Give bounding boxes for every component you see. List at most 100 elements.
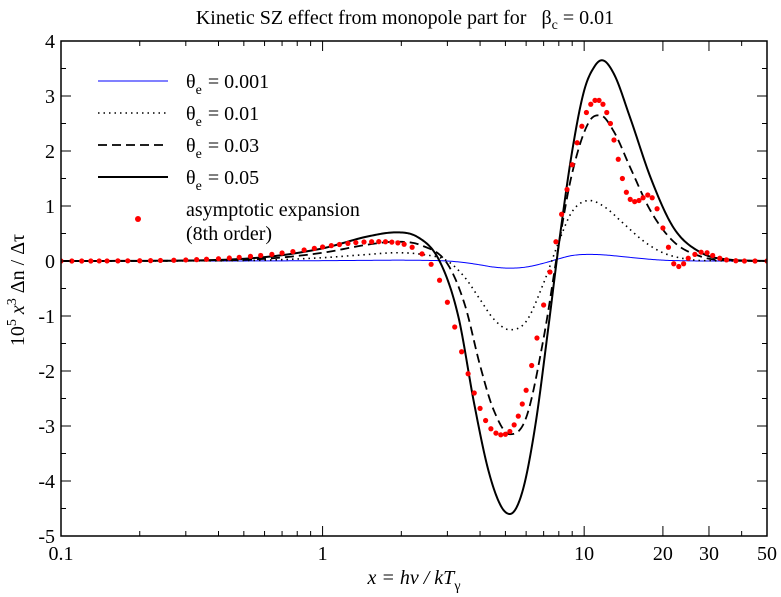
asymptotic-point — [183, 257, 189, 263]
asymptotic-point — [483, 417, 489, 424]
asymptotic-point — [328, 243, 334, 249]
asymptotic-point — [79, 258, 85, 264]
asymptotic-point — [660, 225, 666, 231]
chart-title: Kinetic SZ effect from monopole part for… — [196, 7, 614, 33]
asymptotic-point — [258, 252, 264, 259]
asymptotic-point — [69, 258, 75, 264]
asymptotic-point — [137, 258, 143, 264]
asymptotic-point — [488, 426, 494, 432]
x-tick-label: 50 — [757, 543, 777, 565]
asymptotic-point — [269, 251, 275, 257]
asymptotic-point — [215, 256, 222, 262]
y-tick-label: -5 — [38, 526, 55, 548]
asymptotic-point — [247, 253, 254, 259]
asymptotic-point — [547, 269, 553, 275]
asymptotic-point — [636, 197, 642, 204]
asymptotic-point — [171, 257, 177, 263]
x-tick-label: 10 — [574, 543, 594, 565]
asymptotic-point — [569, 162, 575, 168]
asymptotic-point — [419, 251, 425, 257]
asymptotic-point — [604, 109, 610, 116]
asymptotic-point — [444, 299, 450, 305]
chart-title-prefix: Kinetic SZ effect from monopole part for — [196, 7, 527, 29]
asymptotic-point — [502, 431, 509, 437]
axis-ticks: 0.1 1 10 20 30 50 -5 -4 -3 -2 -1 0 1 2 3 4 — [38, 31, 777, 565]
series-line-0 — [61, 253, 767, 269]
asymptotic-point — [428, 261, 434, 267]
asymptotic-point — [541, 302, 547, 308]
asymptotic-point — [534, 335, 540, 341]
x-axis-label-eq: = hν / kT — [376, 567, 456, 589]
legend-label-asymptotic-line2: (8th order) — [186, 223, 272, 245]
asymptotic-point — [96, 258, 102, 264]
asymptotic-point — [498, 432, 504, 438]
x-tick-label: 20 — [653, 543, 673, 565]
asymptotic-point — [681, 261, 687, 267]
asymptotic-point — [623, 189, 629, 195]
asymptotic-point — [596, 97, 602, 103]
series-line-3 — [61, 59, 767, 516]
asymptotic-point — [704, 250, 710, 256]
asymptotic-point — [615, 156, 621, 162]
asymptotic-point — [645, 192, 651, 198]
asymptotic-point — [125, 258, 131, 264]
asymptotic-point — [236, 254, 242, 260]
asymptotic-point — [515, 413, 521, 419]
asymptotic-point — [752, 258, 758, 264]
asymptotic-point — [579, 123, 585, 129]
y-axis-label-sup5: 5 — [5, 319, 20, 326]
asymptotic-point — [382, 239, 389, 245]
y-tick-label: -3 — [38, 416, 55, 438]
y-axis-label-x: x — [7, 305, 29, 319]
x-tick-label: 0.1 — [49, 543, 74, 565]
y-axis-label-sup3: 3 — [5, 298, 20, 305]
asymptotic-point — [692, 251, 698, 257]
plot-frame — [60, 40, 768, 537]
asymptotic-point — [717, 255, 723, 261]
asymptotic-point — [376, 239, 382, 245]
asymptotic-point — [685, 255, 691, 261]
x-tick-label: 30 — [699, 543, 719, 565]
legend-label-3: θe = 0.05 — [186, 167, 259, 194]
asymptotic-point — [698, 249, 704, 255]
asymptotic-point — [640, 195, 646, 201]
asymptotic-point — [203, 256, 210, 262]
asymptotic-point — [157, 257, 164, 264]
y-tick-label: -1 — [38, 306, 55, 328]
y-tick-label: 3 — [45, 86, 55, 108]
asymptotic-point — [104, 258, 110, 264]
legend-swatch-asymptotic — [135, 216, 141, 222]
asymptotic-point — [611, 137, 617, 143]
y-axis-label-ten: 10 — [7, 326, 29, 346]
legend-label-2: θe = 0.03 — [186, 135, 259, 162]
asymptotic-point — [290, 249, 296, 255]
asymptotic-point — [507, 428, 513, 435]
x-axis-label-sub: γ — [453, 579, 460, 594]
asymptotic-point — [336, 241, 343, 248]
y-axis-label: 105 x3 Δn / Δτ — [5, 234, 29, 346]
y-tick-label: 0 — [45, 251, 55, 273]
legend-label-asymptotic-line1: asymptotic expansion — [186, 199, 360, 221]
y-axis-label-rest: Δn / Δτ — [7, 234, 29, 298]
asymptotic-point — [436, 277, 443, 283]
y-tick-label: -4 — [38, 471, 55, 493]
y-tick-label: 4 — [45, 31, 55, 53]
asymptotic-point — [279, 250, 285, 256]
asymptotic-point — [564, 186, 570, 193]
asymptotic-point — [649, 195, 655, 201]
asymptotic-point — [574, 140, 580, 146]
asymptotic-point — [477, 405, 483, 411]
legend-label-0: θe = 0.001 — [186, 71, 269, 98]
asymptotic-point — [301, 247, 307, 253]
asymptotic-point — [345, 240, 351, 246]
asymptotic-point — [147, 258, 154, 264]
asymptotic-point — [592, 97, 598, 103]
chart-title-beta-value: = 0.01 — [563, 7, 614, 29]
asymptotic-point — [226, 255, 232, 261]
asymptotic-point — [600, 101, 606, 107]
asymptotic-point — [409, 244, 415, 250]
asymptotic-point — [459, 349, 465, 355]
asymptotic-point — [723, 257, 730, 263]
asymptotic-point — [627, 196, 633, 202]
